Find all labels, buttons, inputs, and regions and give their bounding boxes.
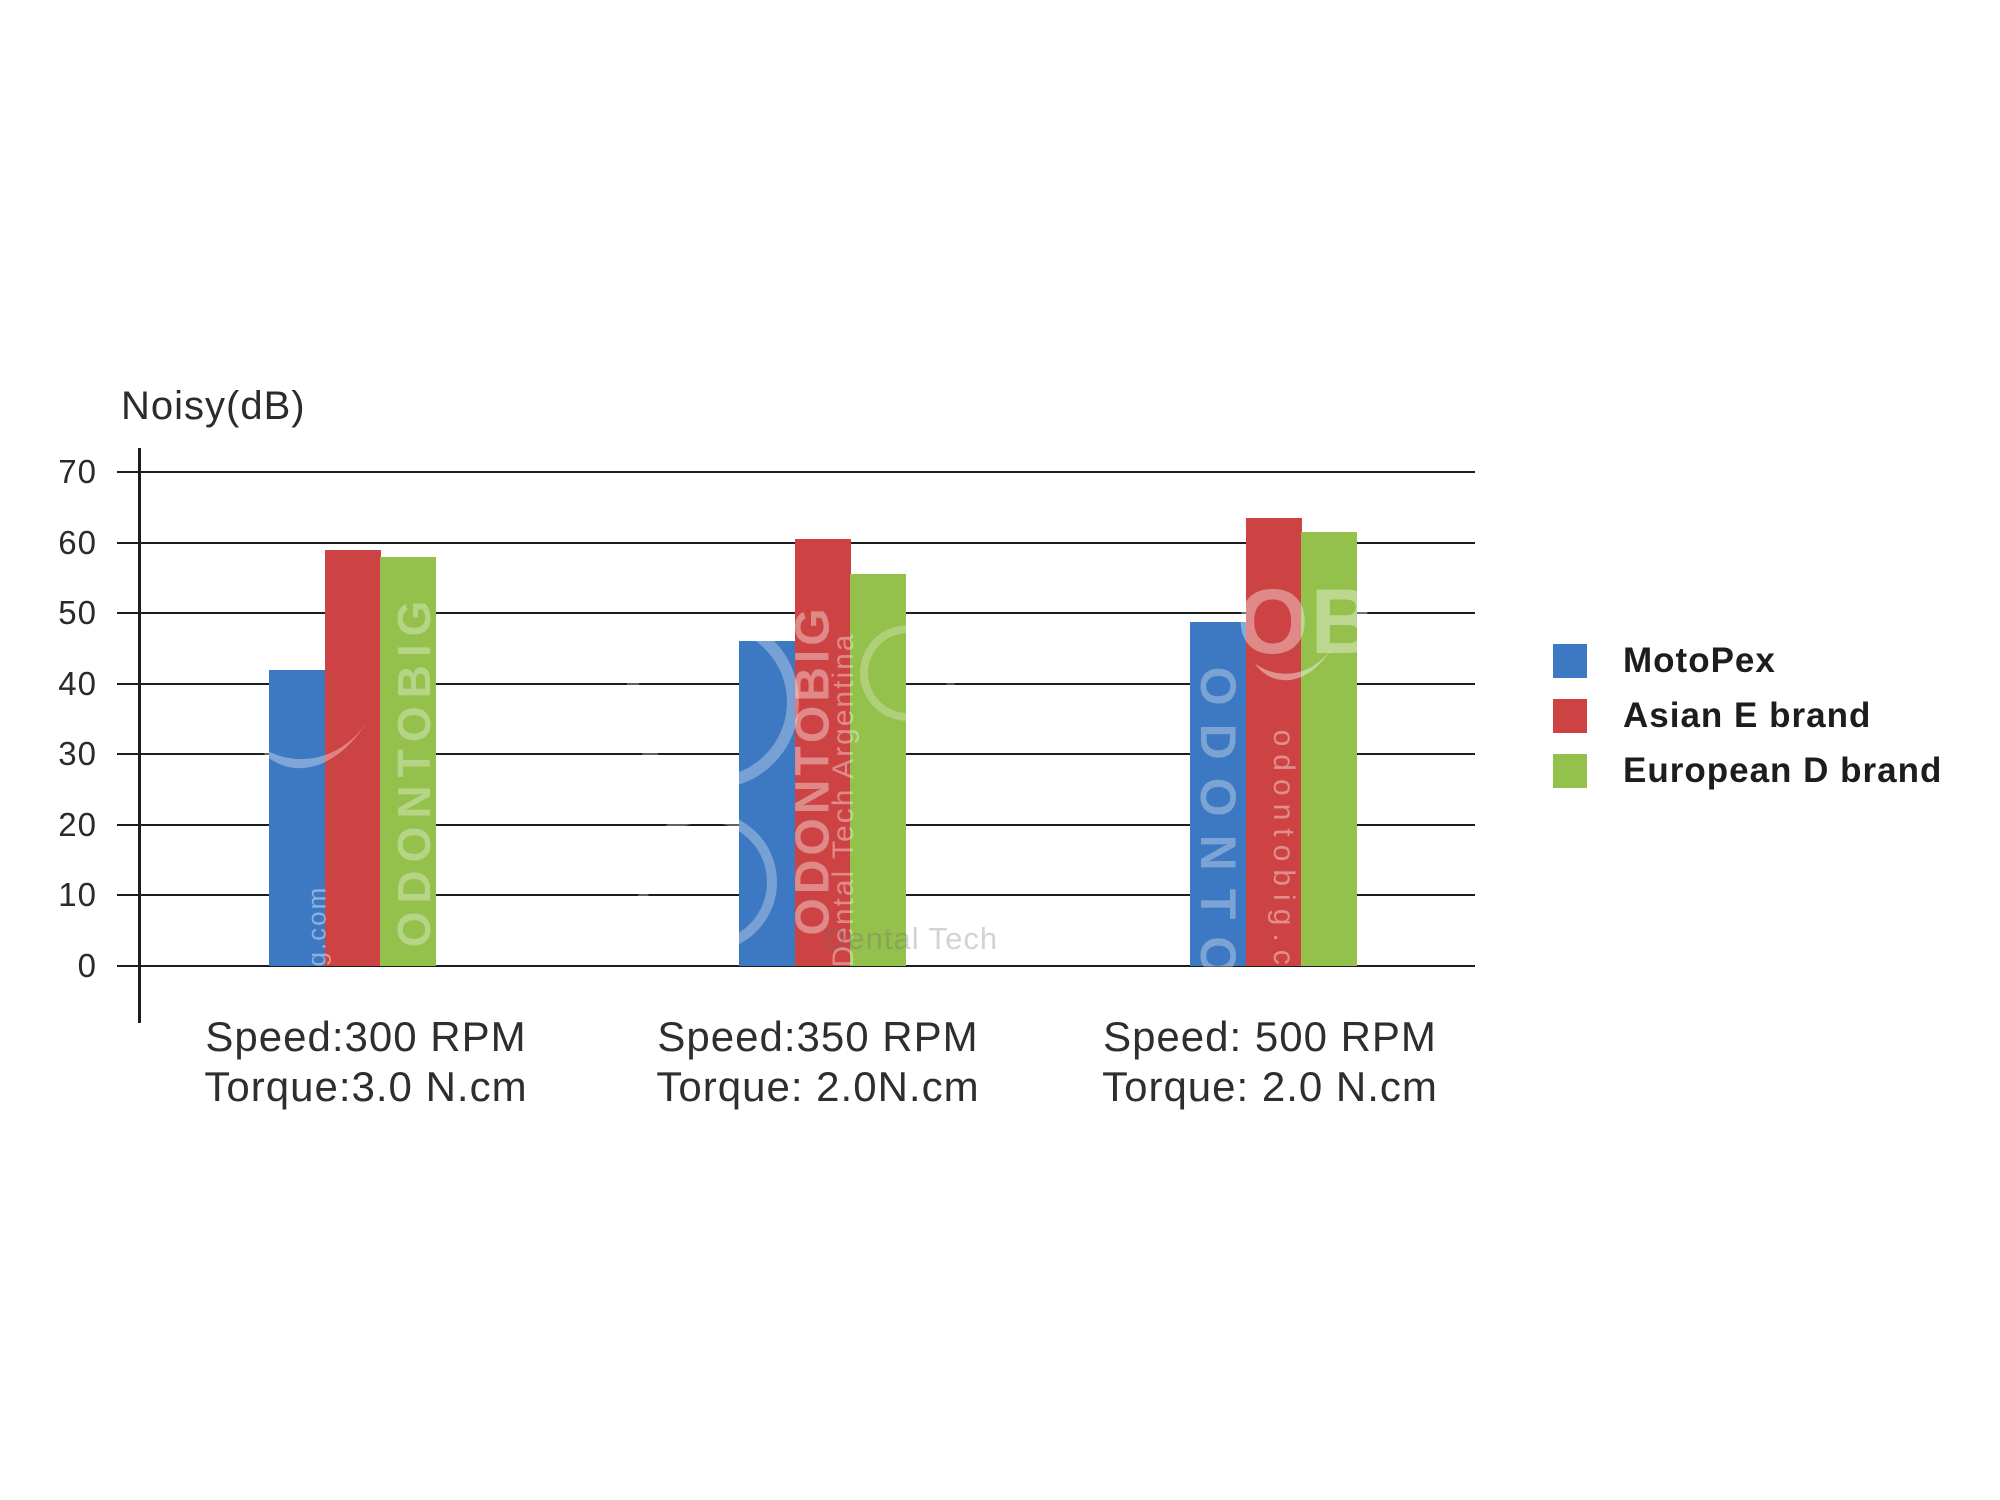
- bar-european-d-brand-group1: [380, 556, 436, 966]
- y-tick-label-70: 70: [58, 453, 97, 490]
- y-tick-label-0: 0: [77, 947, 97, 984]
- y-tick-label-60: 60: [58, 523, 97, 561]
- y-tick-10: [117, 894, 138, 897]
- group3-speed: Speed: 500 RPM: [1103, 1013, 1437, 1060]
- group2-speed: Speed:350 RPM: [657, 1013, 979, 1060]
- legend-item-asian-e-brand: Asian E brand: [1553, 696, 1942, 735]
- gridline-0: [138, 965, 1475, 967]
- y-tick-60: [117, 541, 138, 544]
- gridline-70: [138, 471, 1475, 473]
- bar-motopex-group3: [1190, 622, 1246, 966]
- y-axis-title: Noisy(dB): [121, 384, 306, 428]
- legend: MotoPex Asian E brand European D brand: [1553, 641, 1943, 790]
- legend-label: Asian E brand: [1623, 696, 1872, 735]
- y-tick-label-10: 10: [58, 876, 97, 914]
- y-tick-70: [117, 471, 138, 473]
- y-tick-50: [117, 612, 138, 615]
- legend-swatch-blue: [1553, 644, 1587, 678]
- plot-area: 0 10 20 30 40 50 60 70: [58, 448, 1475, 1023]
- bar-motopex-group2: [739, 641, 795, 966]
- y-tick-20: [117, 823, 138, 826]
- legend-item-motopex: MotoPex: [1553, 641, 1942, 680]
- y-tick-label-30: 30: [58, 735, 97, 773]
- y-tick-label-40: 40: [58, 664, 97, 702]
- bar-asian-e-brand-group1: [324, 549, 381, 966]
- legend-item-european-d-brand: European D brand: [1553, 751, 1943, 790]
- y-tick-label-20: 20: [58, 805, 97, 843]
- bar-european-d-brand-group2: [850, 574, 906, 966]
- group1-torque: Torque:3.0 N.cm: [204, 1063, 528, 1110]
- y-tick-label-50: 50: [58, 594, 97, 632]
- group2-torque: Torque: 2.0N.cm: [656, 1063, 980, 1110]
- group3-torque: Torque: 2.0 N.cm: [1102, 1063, 1438, 1110]
- bar-asian-e-brand-group3: [1245, 517, 1302, 966]
- legend-label: MotoPex: [1623, 641, 1776, 680]
- legend-swatch-red: [1553, 699, 1587, 733]
- legend-label: European D brand: [1623, 751, 1943, 790]
- bar-european-d-brand-group3: [1301, 531, 1357, 966]
- y-tick-40: [117, 682, 138, 685]
- bar-motopex-group1: [269, 669, 325, 966]
- y-axis-line: [138, 448, 141, 1023]
- y-tick-30: [117, 753, 138, 756]
- group-label-1: Speed:300 RPM Torque:3.0 N.cm: [106, 1012, 626, 1112]
- group1-speed: Speed:300 RPM: [205, 1013, 527, 1060]
- legend-swatch-green: [1553, 754, 1587, 788]
- y-tick-0: [117, 965, 138, 967]
- group-label-3: Speed: 500 RPM Torque: 2.0 N.cm: [1010, 1012, 1530, 1112]
- group-label-2: Speed:350 RPM Torque: 2.0N.cm: [558, 1012, 1078, 1112]
- bar-asian-e-brand-group2: [794, 539, 851, 966]
